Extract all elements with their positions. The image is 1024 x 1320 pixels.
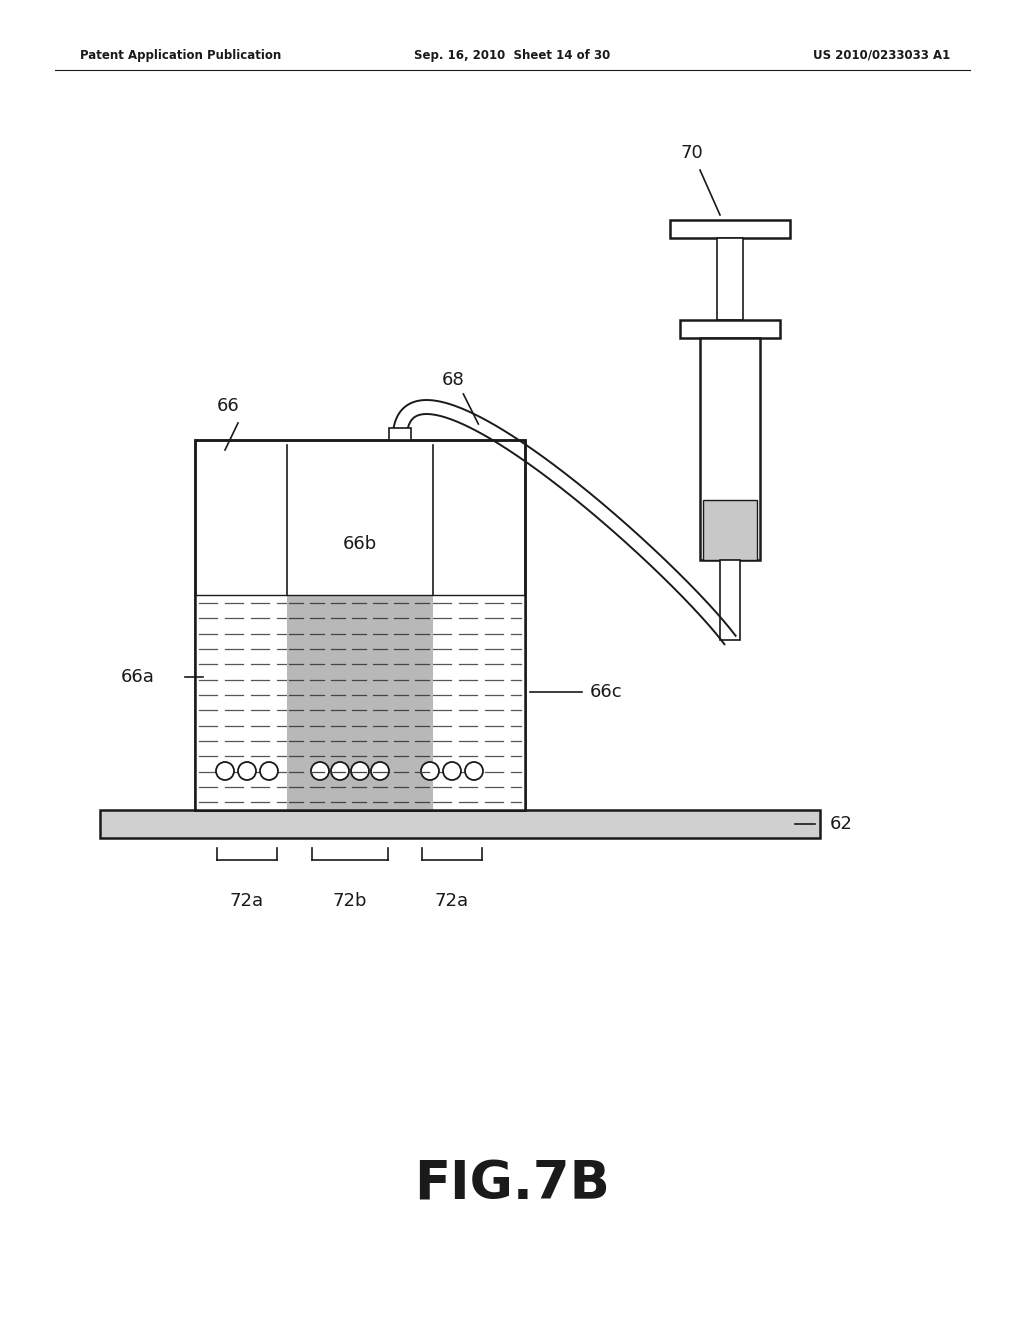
Text: 72b: 72b (333, 892, 368, 909)
Text: Sep. 16, 2010  Sheet 14 of 30: Sep. 16, 2010 Sheet 14 of 30 (414, 49, 610, 62)
Circle shape (421, 762, 439, 780)
Circle shape (351, 762, 369, 780)
Circle shape (443, 762, 461, 780)
Circle shape (260, 762, 278, 780)
Text: US 2010/0233033 A1: US 2010/0233033 A1 (813, 49, 950, 62)
Circle shape (238, 762, 256, 780)
Bar (717, 238, 743, 319)
Text: 70: 70 (681, 144, 703, 162)
Text: 62: 62 (830, 814, 853, 833)
Bar (195, 440, 525, 810)
Bar (195, 595, 525, 810)
Bar (388, 428, 411, 440)
Text: 66b: 66b (343, 535, 377, 553)
Bar (680, 319, 780, 338)
Text: Patent Application Publication: Patent Application Publication (80, 49, 282, 62)
Text: 72a: 72a (435, 892, 469, 909)
Circle shape (331, 762, 349, 780)
Bar (700, 338, 760, 560)
Bar (720, 560, 740, 640)
Text: 72a: 72a (230, 892, 264, 909)
Circle shape (216, 762, 234, 780)
Circle shape (371, 762, 389, 780)
Text: 68: 68 (442, 371, 465, 389)
Circle shape (465, 762, 483, 780)
Bar (100, 810, 820, 838)
Bar (288, 595, 432, 810)
Text: 66: 66 (217, 397, 240, 414)
Text: 66a: 66a (121, 668, 155, 686)
Bar (670, 220, 790, 238)
Text: 66c: 66c (590, 682, 623, 701)
Circle shape (311, 762, 329, 780)
Text: FIG.7B: FIG.7B (414, 1159, 610, 1210)
Bar (703, 500, 757, 560)
Bar (195, 440, 525, 810)
